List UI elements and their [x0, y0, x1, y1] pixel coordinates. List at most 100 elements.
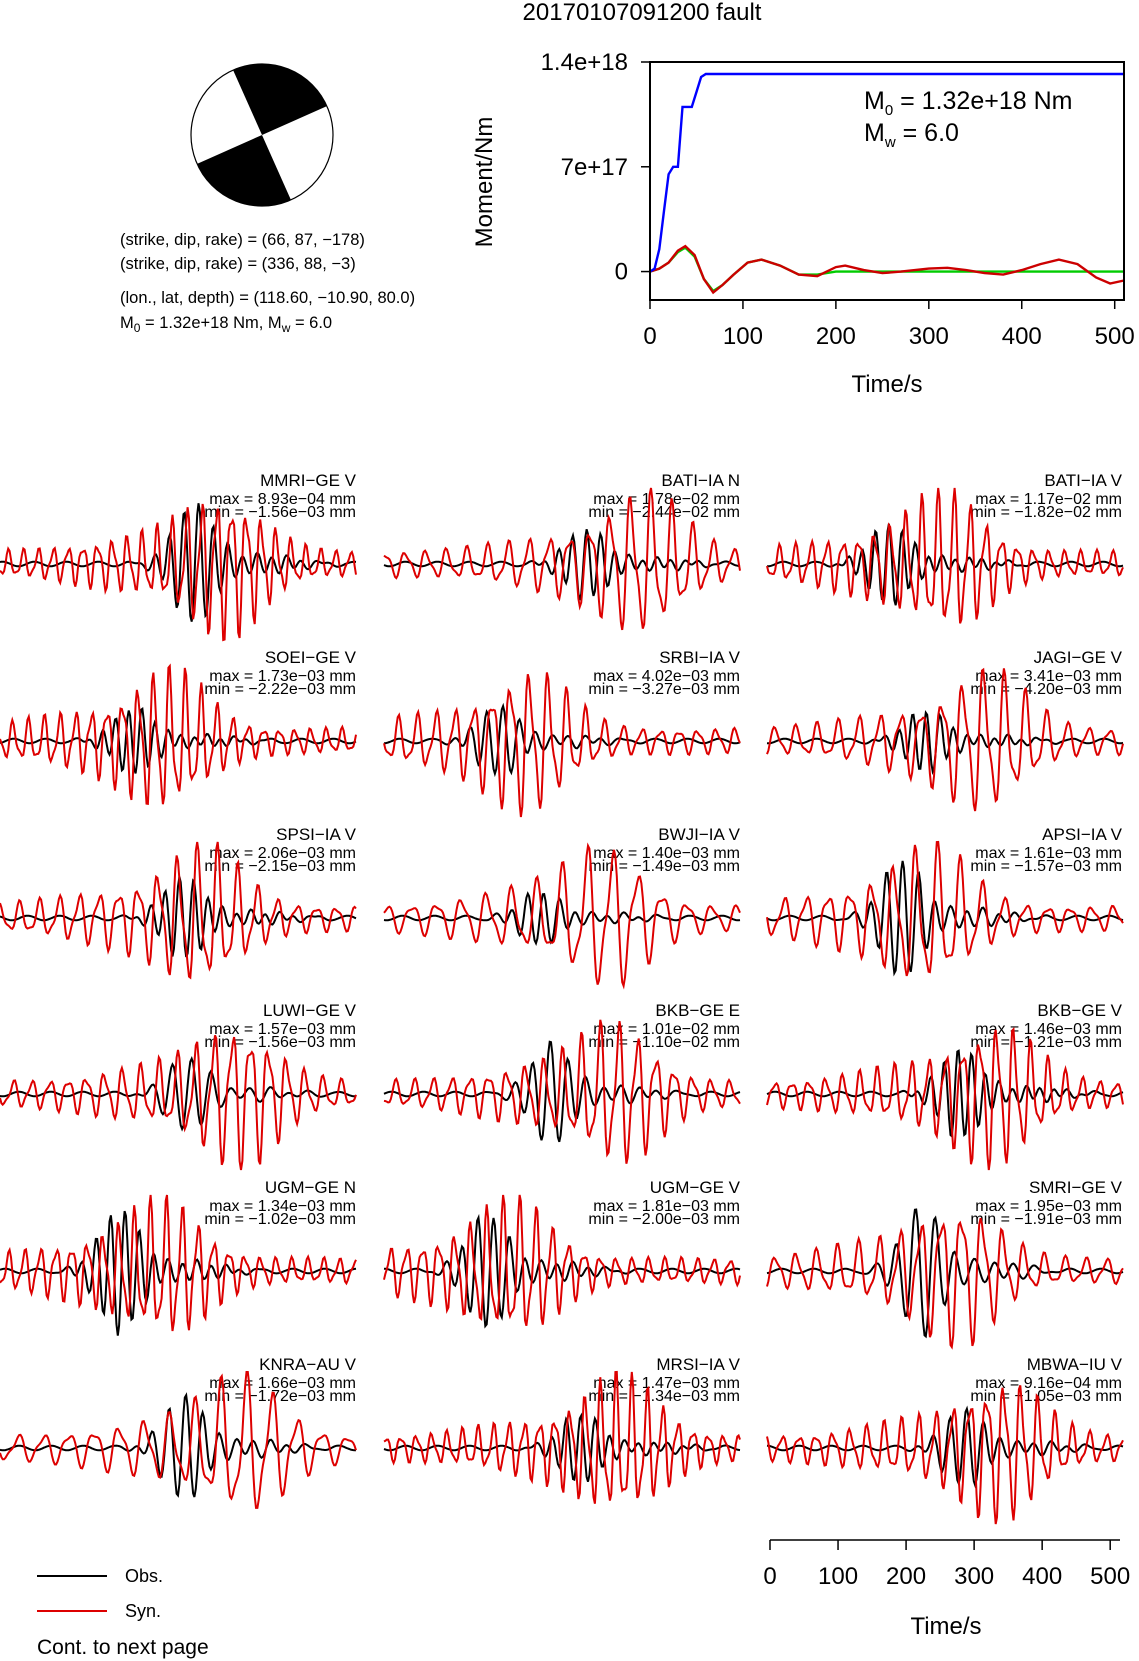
trace-synthetic — [383, 487, 741, 631]
station-max: max = 1.17e−02 mm — [975, 491, 1122, 508]
trace-synthetic — [766, 840, 1124, 977]
station-name: SOEI−GE V — [265, 648, 357, 667]
station-name: LUWI−GE V — [263, 1001, 357, 1020]
station-max: max = 2.06e−03 mm — [209, 845, 356, 862]
trace-observed — [0, 1056, 357, 1132]
mech-line-1: (strike, dip, rake) = (66, 87, −178) — [120, 231, 365, 249]
moment-ytick-label: 0 — [615, 259, 628, 286]
mech-line-4: M0 = 1.32e+18 Nm, Mw = 6.0 — [120, 314, 332, 335]
trace-observed — [383, 1213, 741, 1329]
station-min: min = −2.44e−02 mm — [588, 504, 740, 521]
station-max: max = 1.57e−03 mm — [209, 1021, 356, 1038]
mech-line-2: (strike, dip, rake) = (336, 88, −3) — [120, 255, 356, 273]
legend-obs-label: Obs. — [125, 1566, 163, 1586]
station-name: BATI−IA N — [661, 471, 740, 490]
moment-ylabel: Moment/Nm — [471, 117, 498, 248]
station-name: SPSI−IA V — [276, 825, 357, 844]
trace-observed — [766, 1049, 1124, 1139]
trace-synthetic — [383, 672, 741, 818]
beachball-quadrant-sw — [197, 135, 291, 207]
moment-xtick-label: 500 — [1095, 323, 1135, 350]
station-max: max = 1.34e−03 mm — [209, 1198, 356, 1215]
moment-series-1 — [649, 246, 1124, 293]
station-name: MMRI−GE V — [260, 471, 357, 490]
station-name: MBWA−IU V — [1027, 1355, 1123, 1374]
trace-synthetic — [0, 503, 357, 642]
waveform-time-axis: 0 100 200 300 400 500 — [763, 1539, 1130, 1590]
station-min: min = −1.10e−02 mm — [588, 1034, 740, 1051]
station-name: BATI−IA V — [1044, 471, 1122, 490]
station-max: max = 1.95e−03 mm — [975, 1198, 1122, 1215]
trace-synthetic — [766, 1217, 1124, 1350]
waveform-xtick-label: 500 — [1090, 1563, 1130, 1590]
station-name: JAGI−GE V — [1034, 648, 1123, 667]
waveform-xtick-label: 400 — [1022, 1563, 1062, 1590]
station-max: max = 1.73e−03 mm — [209, 668, 356, 685]
trace-synthetic — [0, 663, 357, 805]
station-name: MRSI−IA V — [656, 1355, 740, 1374]
moment-annotation-m0: M0 = 1.32e+18 Nm — [864, 87, 1072, 119]
station-min: min = −2.22e−03 mm — [204, 681, 356, 698]
moment-xtick-label: 300 — [909, 323, 949, 350]
station-max: max = 4.02e−03 mm — [593, 668, 740, 685]
moment-annotation-mw: Mw = 6.0 — [864, 119, 959, 151]
station-min: min = −2.15e−03 mm — [204, 858, 356, 875]
station-min: min = −1.02e−03 mm — [204, 1211, 356, 1228]
station-name: UGM−GE V — [650, 1178, 741, 1197]
trace-synthetic — [766, 487, 1124, 624]
waveform-xlabel: Time/s — [910, 1613, 981, 1640]
moment-xtick-label: 400 — [1002, 323, 1042, 350]
moment-xtick-label: 200 — [816, 323, 856, 350]
trace-synthetic — [766, 667, 1124, 812]
station-name: BWJI−IA V — [658, 825, 740, 844]
station-name: SRBI−IA V — [659, 648, 740, 667]
moment-ytick-label: 7e+17 — [561, 154, 628, 181]
moment-series-group — [649, 72, 1125, 295]
station-name: BKB−GE E — [655, 1001, 740, 1020]
trace-observed — [0, 876, 357, 958]
station-min: min = −3.27e−03 mm — [588, 681, 740, 698]
moment-series-2 — [649, 244, 1125, 295]
moment-plot-frame — [649, 61, 1125, 301]
station-min: min = −1.72e−03 mm — [204, 1388, 356, 1405]
station-min: min = −4.20e−03 mm — [970, 681, 1122, 698]
trace-synthetic — [383, 1194, 741, 1326]
station-min: min = −1.56e−03 mm — [204, 1034, 356, 1051]
trace-observed — [767, 523, 1124, 606]
moment-series-0 — [649, 72, 1124, 273]
trace-observed — [0, 1392, 356, 1498]
trace-synthetic — [383, 1019, 741, 1164]
station-min: min = −1.21e−03 mm — [970, 1034, 1122, 1051]
trace-synthetic — [0, 1371, 357, 1509]
station-max: max = 1.78e−02 mm — [593, 491, 740, 508]
beachball — [190, 63, 334, 207]
trace-observed — [383, 891, 741, 946]
station-min: min = −1.05e−03 mm — [970, 1388, 1122, 1405]
moment-xlabel: Time/s — [851, 371, 922, 398]
moment-ytick-label: 1.4e+18 — [541, 49, 628, 76]
moment-y-ticks: 0 7e+17 1.4e+18 — [541, 49, 650, 286]
trace-synthetic — [383, 1370, 741, 1504]
station-name: BKB−GE V — [1037, 1001, 1122, 1020]
trace-observed — [0, 503, 357, 622]
station-name: UGM−GE N — [265, 1178, 356, 1197]
trace-observed — [766, 1208, 1124, 1339]
mech-line-3: (lon., lat, depth) = (118.60, −10.90, 80… — [120, 289, 415, 307]
trace-observed — [383, 529, 741, 601]
station-name: APSI−IA V — [1042, 825, 1123, 844]
trace-synthetic — [0, 1194, 357, 1332]
trace-observed — [0, 707, 357, 774]
